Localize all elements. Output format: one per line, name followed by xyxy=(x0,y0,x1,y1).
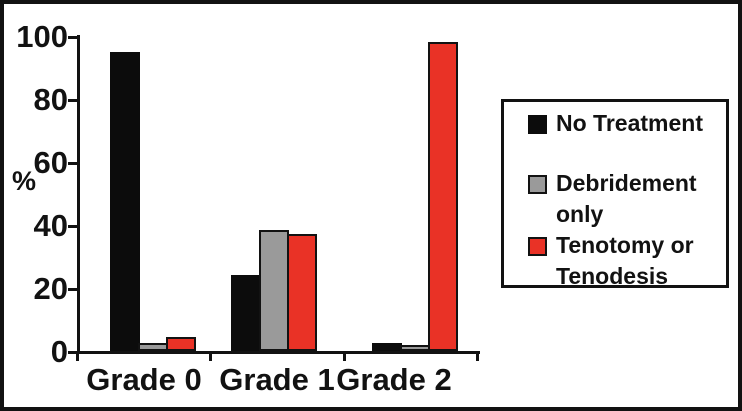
x-tick-3 xyxy=(476,351,479,361)
y-axis-line xyxy=(77,35,80,354)
x-axis-line xyxy=(77,351,480,354)
bar-grade-0-debridement-only xyxy=(138,343,168,351)
legend-swatch-icon xyxy=(528,175,547,194)
y-tick-80 xyxy=(68,99,77,102)
x-tick-1 xyxy=(209,351,212,361)
legend-item-debridement-only: Debridement only xyxy=(528,168,726,230)
bar-grade-1-tenotomy-or-tenodesis xyxy=(287,234,317,351)
y-tick-label-0: 0 xyxy=(50,334,68,369)
legend-items: No Treatment Debridement only Tenotomy or … xyxy=(528,108,726,292)
y-tick-60 xyxy=(68,162,77,165)
legend-swatch-icon xyxy=(528,237,547,256)
category-label-grade-2: Grade 2 xyxy=(336,362,452,397)
legend-label: Debridement only xyxy=(556,170,697,227)
y-tick-40 xyxy=(68,225,77,228)
y-tick-100 xyxy=(68,36,77,39)
y-tick-label-80: 80 xyxy=(33,82,68,117)
legend-item-tenotomy-or-tenodesis: Tenotomy or Tenodesis xyxy=(528,230,726,292)
bar-grade-2-no-treatment xyxy=(372,343,402,351)
y-tick-label-60: 60 xyxy=(33,145,68,180)
bar-grade-2-debridement-only xyxy=(400,345,430,351)
y-axis-title: % xyxy=(12,166,37,196)
y-tick-label-100: 100 xyxy=(16,19,68,54)
x-tick-2 xyxy=(343,351,346,361)
category-label-grade-1: Grade 1 xyxy=(219,362,335,397)
y-tick-label-20: 20 xyxy=(33,271,68,306)
y-tick-label-40: 40 xyxy=(33,208,68,243)
legend-item-no-treatment: No Treatment xyxy=(528,108,726,139)
category-label-grade-0: Grade 0 xyxy=(86,362,202,397)
legend-label: No Treatment xyxy=(556,110,703,136)
bar-grade-2-tenotomy-or-tenodesis xyxy=(428,42,458,351)
x-tick-0 xyxy=(76,351,79,361)
bar-grade-0-tenotomy-or-tenodesis xyxy=(166,337,196,351)
legend-box: No Treatment Debridement only Tenotomy or … xyxy=(501,99,729,289)
legend-label: Tenotomy or Tenodesis xyxy=(556,232,694,289)
legend-swatch-icon xyxy=(528,115,547,134)
bar-grade-1-no-treatment xyxy=(231,275,261,351)
bar-grade-1-debridement-only xyxy=(259,230,289,351)
y-tick-20 xyxy=(68,288,77,291)
bar-grade-0-no-treatment xyxy=(110,52,140,351)
y-tick-0 xyxy=(68,351,77,354)
